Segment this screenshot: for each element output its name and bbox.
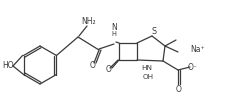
Text: N: N — [111, 24, 117, 33]
Text: O: O — [106, 66, 112, 75]
Text: O: O — [90, 61, 96, 70]
Text: H: H — [111, 31, 116, 37]
Text: HO: HO — [2, 61, 14, 70]
Text: O⁻: O⁻ — [188, 63, 198, 73]
Text: HN: HN — [141, 65, 153, 71]
Text: OH: OH — [142, 74, 153, 80]
Text: O: O — [176, 84, 182, 93]
Text: NH₂: NH₂ — [82, 17, 96, 26]
Text: Na⁺: Na⁺ — [191, 45, 205, 54]
Text: S: S — [151, 26, 157, 36]
